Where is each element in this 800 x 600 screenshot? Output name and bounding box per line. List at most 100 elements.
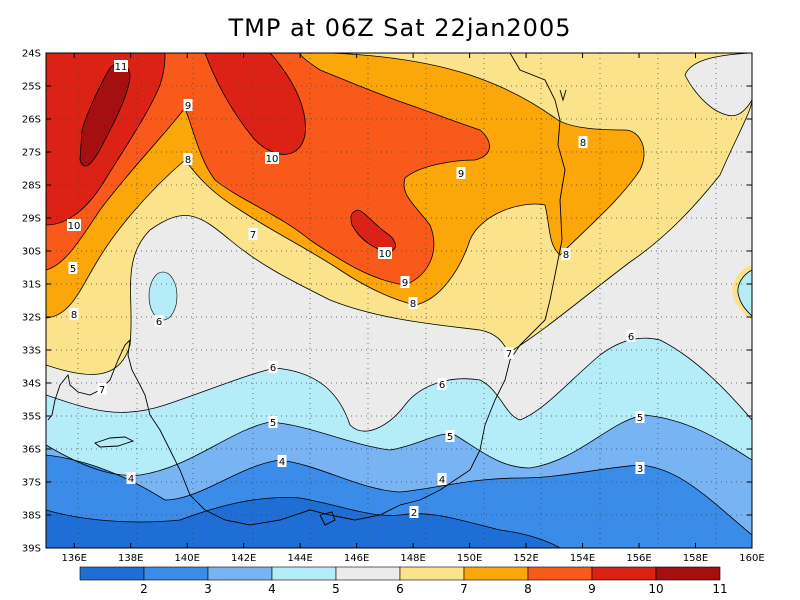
colorbar-label: 7 — [460, 582, 468, 596]
temperature-field — [46, 53, 752, 548]
colorbar-label: 8 — [524, 582, 532, 596]
contour-label: 3 — [637, 464, 643, 475]
contour-label: 6 — [270, 363, 276, 374]
colorbar-swatch — [463, 566, 529, 581]
contour-label-bg — [268, 361, 278, 373]
contour-label-bg — [504, 347, 514, 359]
colorbar-swatch — [399, 566, 465, 581]
lat-tick-label: 39S — [22, 544, 41, 555]
contour-label-bg — [635, 411, 645, 423]
band-10-11-b — [205, 53, 306, 155]
contour-label-bg — [409, 506, 419, 518]
lon-tick-label: 152E — [513, 553, 538, 564]
contour-label: 4 — [128, 474, 134, 485]
contour-label-bg — [154, 315, 164, 327]
contour-label: 10 — [266, 154, 279, 165]
lat-tick-label: 27S — [22, 148, 41, 159]
lat-tick-label: 29S — [22, 214, 41, 225]
contour-label-bg — [248, 228, 258, 240]
contour-label-bg — [183, 153, 193, 165]
contour-label: 8 — [410, 299, 416, 310]
lat-tick-label: 33S — [22, 346, 41, 357]
contour-label: 9 — [185, 101, 191, 112]
contour-label-bg — [626, 330, 636, 342]
lon-tick-label: 140E — [174, 553, 199, 564]
lon-tick-label: 154E — [570, 553, 595, 564]
colorbar-label: 4 — [268, 582, 276, 596]
band-6-7-topright — [685, 53, 752, 116]
contour-label-bg — [408, 297, 418, 309]
colorbar: 2 3 4 5 6 7 8 9 10 11 — [79, 566, 728, 596]
contour-label: 10 — [68, 221, 81, 232]
contour-label: 8 — [563, 250, 569, 261]
contour-label-bg — [69, 308, 79, 320]
lon-tick-label: 146E — [344, 553, 369, 564]
map-title: TMP at 06Z Sat 22jan2005 — [228, 14, 572, 42]
contour-label: 8 — [71, 310, 77, 321]
band-2-3 — [46, 497, 560, 548]
lon-tick-label: 150E — [457, 553, 482, 564]
lon-tick-label: 142E — [231, 553, 256, 564]
lon-tick-label: 158E — [683, 553, 708, 564]
colorbar-swatch — [143, 566, 209, 581]
lat-tick-label: 24S — [22, 49, 41, 60]
contour-label: 6 — [156, 317, 162, 328]
contour-label-bg — [97, 383, 107, 395]
colorbar-label: 9 — [588, 582, 596, 596]
lat-tick-label: 30S — [22, 247, 41, 258]
band-11-plus — [80, 63, 130, 167]
tick-marks — [46, 52, 753, 549]
contour-label-bg — [114, 60, 128, 72]
contour-label: 8 — [185, 155, 191, 166]
contour-label: 10 — [379, 249, 392, 260]
latitude-labels: 24S 25S 26S 27S 28S 29S 30S 31S 32S 33S 34S 35S 36S 3… — [22, 49, 41, 555]
contour-label-bg — [265, 152, 279, 164]
contour-label-bg — [277, 455, 287, 467]
lon-tick-label: 160E — [739, 553, 764, 564]
lon-tick-label: 144E — [287, 553, 312, 564]
contour-label-bg — [68, 262, 78, 274]
contour-label: 2 — [411, 508, 417, 519]
plot-frame — [45, 52, 753, 549]
contour-label-bg — [445, 430, 455, 442]
colorbar-label: 3 — [204, 582, 212, 596]
contour-label: 4 — [279, 457, 285, 468]
colorbar-swatch — [527, 566, 593, 581]
contour-label: 7 — [99, 385, 105, 396]
lat-tick-label: 34S — [22, 379, 41, 390]
colorbar-label: 11 — [712, 582, 727, 596]
contour-label: 5 — [447, 432, 453, 443]
contour-label: 6 — [628, 332, 634, 343]
band-10-11-c — [350, 210, 396, 252]
contour-label-bg — [400, 276, 410, 288]
longitude-labels: 136E 138E 140E 142E 144E 146E 148E 150E 152E 154E… — [62, 553, 765, 564]
lon-tick-label: 136E — [62, 553, 87, 564]
band-5-6-patch — [148, 271, 178, 321]
colorbar-label: 6 — [396, 582, 404, 596]
colorbar-swatch — [655, 566, 721, 581]
contour-label-bg — [183, 99, 193, 111]
contour-label: 9 — [402, 278, 408, 289]
lat-tick-label: 28S — [22, 181, 41, 192]
lat-tick-label: 36S — [22, 445, 41, 456]
lat-tick-label: 32S — [22, 313, 41, 324]
contour-label-bg — [126, 472, 136, 484]
contour-label: 4 — [439, 475, 445, 486]
colorbar-label: 10 — [648, 582, 663, 596]
lon-tick-label: 156E — [626, 553, 651, 564]
lat-tick-label: 35S — [22, 412, 41, 423]
lat-tick-label: 26S — [22, 115, 41, 126]
contour-label: 9 — [458, 169, 464, 180]
contour-label: 11 — [115, 62, 128, 73]
contour-label-bg — [378, 247, 392, 259]
contour-label: 8 — [580, 138, 586, 149]
contour-label-bg — [67, 219, 81, 231]
contour-label: 7 — [250, 230, 256, 241]
lat-tick-label: 25S — [22, 82, 41, 93]
contour-label: 5 — [637, 413, 643, 424]
colorbar-label: 5 — [332, 582, 340, 596]
contour-label-bg — [456, 167, 466, 179]
colorbar-swatch — [271, 566, 337, 581]
lon-tick-label: 138E — [118, 553, 143, 564]
